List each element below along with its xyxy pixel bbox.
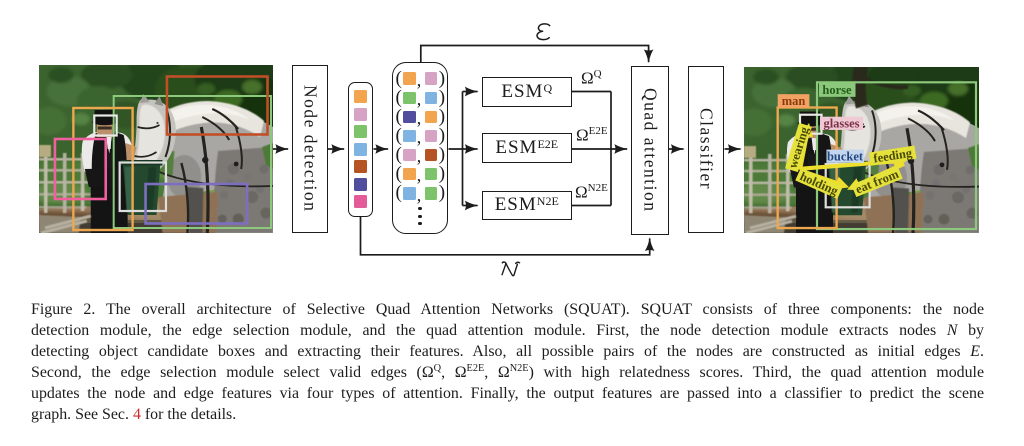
svg-text:man: man: [782, 94, 806, 108]
svg-text:feeding: feeding: [872, 146, 913, 166]
svg-text:glasses: glasses: [823, 117, 859, 131]
svg-text:bucket: bucket: [827, 149, 864, 163]
svg-text:horse: horse: [822, 83, 852, 97]
